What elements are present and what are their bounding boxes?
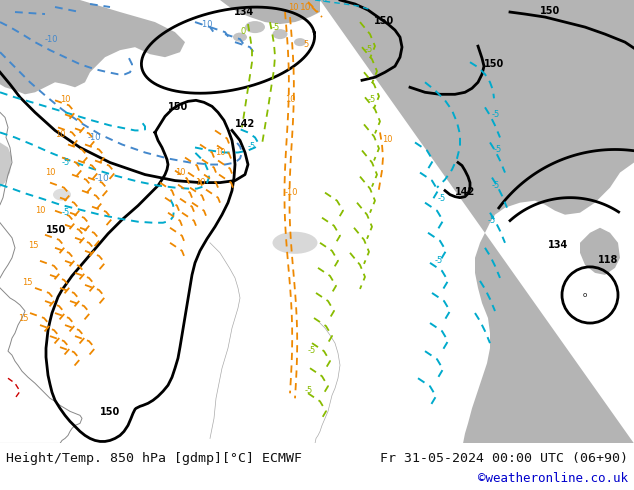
Text: 10: 10 xyxy=(382,135,392,145)
Text: 15: 15 xyxy=(28,241,39,250)
Text: -5: -5 xyxy=(308,346,316,355)
Text: 10: 10 xyxy=(175,168,186,176)
Text: 150: 150 xyxy=(100,407,120,417)
Ellipse shape xyxy=(245,21,265,33)
Text: 150: 150 xyxy=(46,225,66,235)
Text: 10: 10 xyxy=(60,96,70,104)
Text: 150: 150 xyxy=(540,6,560,16)
Ellipse shape xyxy=(53,189,71,201)
Polygon shape xyxy=(320,0,634,443)
Text: 142: 142 xyxy=(235,120,256,129)
Ellipse shape xyxy=(233,33,247,42)
Text: Height/Temp. 850 hPa [gdmp][°C] ECMWF: Height/Temp. 850 hPa [gdmp][°C] ECMWF xyxy=(6,452,302,465)
Text: -5: -5 xyxy=(492,181,500,190)
Text: -10: -10 xyxy=(88,133,101,143)
Text: -10: -10 xyxy=(95,173,110,183)
Text: -5: -5 xyxy=(365,45,373,54)
Text: 150: 150 xyxy=(374,16,394,26)
Text: 150: 150 xyxy=(484,59,504,69)
Text: -5: -5 xyxy=(492,110,500,120)
Text: 10: 10 xyxy=(288,3,299,12)
Ellipse shape xyxy=(273,29,287,39)
Text: 150: 150 xyxy=(168,102,188,112)
Text: -5: -5 xyxy=(494,146,502,154)
Text: 0: 0 xyxy=(241,27,246,36)
Ellipse shape xyxy=(273,232,318,254)
Text: 10: 10 xyxy=(285,96,295,104)
Text: -0: -0 xyxy=(320,0,328,4)
Text: 10: 10 xyxy=(195,177,205,187)
Text: o: o xyxy=(583,292,587,298)
Text: 15: 15 xyxy=(18,314,29,323)
Text: -5: -5 xyxy=(305,386,313,395)
Text: 134: 134 xyxy=(548,240,568,250)
Text: -10: -10 xyxy=(285,188,299,196)
Text: 5: 5 xyxy=(303,40,308,49)
Text: 15: 15 xyxy=(22,278,32,287)
Text: -5: -5 xyxy=(248,143,256,151)
Polygon shape xyxy=(0,143,12,188)
Text: -5: -5 xyxy=(62,158,70,167)
Ellipse shape xyxy=(294,38,306,46)
Text: 10: 10 xyxy=(300,3,311,12)
Text: -5: -5 xyxy=(488,216,496,225)
Text: Fr 31-05-2024 00:00 UTC (06+90): Fr 31-05-2024 00:00 UTC (06+90) xyxy=(380,452,628,465)
Text: -5: -5 xyxy=(435,256,443,265)
Text: 10: 10 xyxy=(45,168,56,176)
Text: 10: 10 xyxy=(35,206,46,215)
Text: -10: -10 xyxy=(45,35,58,44)
Text: ©weatheronline.co.uk: ©weatheronline.co.uk xyxy=(478,472,628,485)
Text: -10: -10 xyxy=(200,20,214,29)
Text: 142: 142 xyxy=(455,187,476,196)
Polygon shape xyxy=(0,0,185,94)
Text: -5: -5 xyxy=(368,96,376,104)
Text: -5: -5 xyxy=(62,208,70,217)
Text: -5: -5 xyxy=(438,194,446,203)
Polygon shape xyxy=(580,228,620,275)
Text: -5: -5 xyxy=(272,23,280,32)
Text: 118: 118 xyxy=(598,255,618,265)
Text: 134: 134 xyxy=(234,7,254,17)
Polygon shape xyxy=(220,0,320,24)
Text: 10: 10 xyxy=(55,130,65,140)
Text: 10: 10 xyxy=(215,147,226,156)
